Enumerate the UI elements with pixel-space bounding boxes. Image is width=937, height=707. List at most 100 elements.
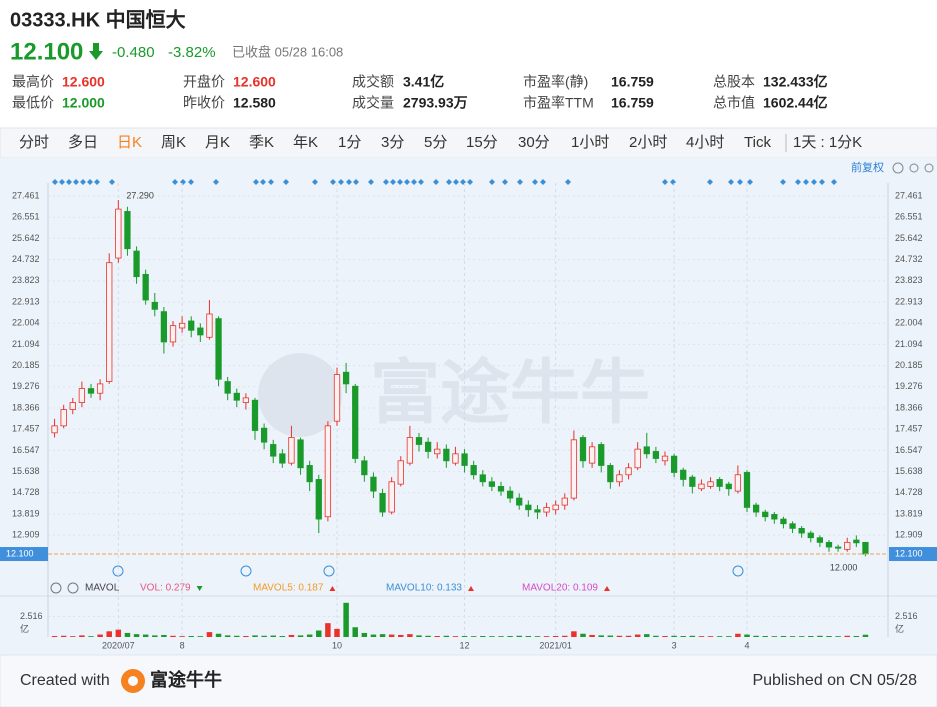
event-marker[interactable]: [467, 179, 473, 185]
candle-body: [661, 455, 669, 462]
published: Published on CN 05/28: [752, 672, 917, 689]
event-marker[interactable]: [662, 179, 668, 185]
tab[interactable]: 2小时: [629, 134, 667, 151]
event-marker[interactable]: [811, 179, 817, 185]
event-marker[interactable]: [397, 179, 403, 185]
event-marker[interactable]: [453, 179, 459, 185]
event-marker[interactable]: [268, 179, 274, 185]
event-marker[interactable]: [66, 179, 72, 185]
undo-icon[interactable]: [892, 162, 904, 174]
volume-bar: [398, 634, 404, 637]
event-icon[interactable]: [323, 565, 335, 577]
price-change-pct: -3.82%: [168, 44, 216, 61]
event-marker[interactable]: [109, 179, 115, 185]
event-marker[interactable]: [489, 179, 495, 185]
zoom-icon[interactable]: [909, 163, 919, 173]
event-marker[interactable]: [346, 179, 352, 185]
event-marker[interactable]: [780, 179, 786, 185]
event-marker[interactable]: [819, 179, 825, 185]
event-marker[interactable]: [283, 179, 289, 185]
tab[interactable]: 多日: [68, 134, 98, 151]
event-marker[interactable]: [737, 179, 743, 185]
event-marker[interactable]: [418, 179, 424, 185]
tab[interactable]: 季K: [249, 134, 274, 151]
event-marker[interactable]: [180, 179, 186, 185]
event-marker[interactable]: [253, 179, 259, 185]
event-marker[interactable]: [517, 179, 523, 185]
event-marker[interactable]: [747, 179, 753, 185]
event-marker[interactable]: [540, 179, 546, 185]
candle-body: [752, 504, 760, 513]
candle-body: [242, 397, 250, 403]
volume-bar: [826, 636, 832, 637]
event-icon[interactable]: [732, 565, 744, 577]
event-marker[interactable]: [59, 179, 65, 185]
event-marker[interactable]: [172, 179, 178, 185]
event-marker[interactable]: [87, 179, 93, 185]
candle-body: [698, 483, 705, 490]
candle-body: [297, 439, 304, 469]
last-price-label: 12.100: [6, 548, 34, 558]
y-tick-label-right: 22.913: [895, 296, 923, 306]
event-marker[interactable]: [353, 179, 359, 185]
event-marker[interactable]: [728, 179, 734, 185]
event-marker[interactable]: [411, 179, 417, 185]
tab[interactable]: Tick: [744, 134, 771, 151]
event-marker[interactable]: [73, 179, 79, 185]
event-marker[interactable]: [330, 179, 336, 185]
event-marker[interactable]: [831, 179, 837, 185]
event-marker[interactable]: [446, 179, 452, 185]
tab[interactable]: 1小时: [571, 134, 609, 151]
event-marker[interactable]: [532, 179, 538, 185]
event-marker[interactable]: [404, 179, 410, 185]
volume-bar: [607, 635, 614, 637]
tab[interactable]: 分时: [19, 134, 49, 151]
candle-body: [352, 385, 359, 459]
tab[interactable]: 1分: [338, 134, 361, 151]
volume-bar: [789, 636, 796, 637]
event-marker[interactable]: [795, 179, 801, 185]
event-marker[interactable]: [565, 179, 571, 185]
tab[interactable]: 5分: [424, 134, 447, 151]
tab[interactable]: 30分: [518, 134, 550, 151]
switch-icon[interactable]: [67, 582, 79, 594]
tab[interactable]: 3分: [381, 134, 404, 151]
volume-bar: [334, 628, 340, 637]
event-marker[interactable]: [312, 179, 318, 185]
event-marker[interactable]: [383, 179, 389, 185]
tab[interactable]: 年K: [293, 134, 318, 151]
volume-bar: [434, 636, 440, 637]
event-marker[interactable]: [803, 179, 809, 185]
event-marker[interactable]: [390, 179, 396, 185]
event-marker[interactable]: [368, 179, 374, 185]
tab[interactable]: 4小时: [686, 134, 724, 151]
event-marker[interactable]: [188, 179, 194, 185]
volume-bar: [835, 636, 841, 637]
event-icon[interactable]: [240, 565, 252, 577]
volume-tick-label: 2.516: [895, 611, 918, 621]
event-marker[interactable]: [260, 179, 266, 185]
adjust-mode[interactable]: 前复权: [851, 160, 884, 174]
event-marker[interactable]: [707, 179, 713, 185]
volume-bar: [498, 636, 504, 637]
tab[interactable]: 15分: [466, 134, 498, 151]
volume-bar: [644, 634, 650, 637]
brand-logo-inner: [128, 676, 138, 686]
event-marker[interactable]: [502, 179, 508, 185]
gear-icon[interactable]: [50, 582, 62, 594]
event-marker[interactable]: [433, 179, 439, 185]
event-marker[interactable]: [94, 179, 100, 185]
tab[interactable]: 月K: [205, 134, 230, 151]
settings-icon[interactable]: [924, 163, 934, 173]
volume-bar: [461, 636, 468, 637]
tab[interactable]: 日K: [117, 134, 142, 151]
event-marker[interactable]: [80, 179, 86, 185]
event-marker[interactable]: [52, 179, 58, 185]
tab[interactable]: 周K: [161, 134, 186, 151]
tab[interactable]: 1天 : 1分K: [793, 134, 862, 151]
stat-label: 成交额: [352, 74, 394, 90]
event-marker[interactable]: [213, 179, 219, 185]
event-marker[interactable]: [338, 179, 344, 185]
header-bg: [0, 0, 937, 128]
y-tick-label: 16.547: [12, 445, 40, 455]
